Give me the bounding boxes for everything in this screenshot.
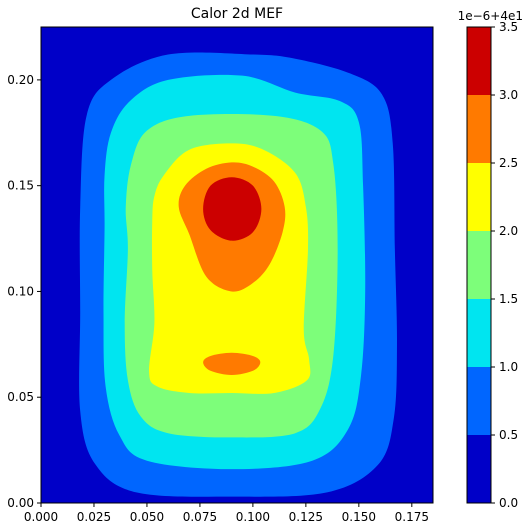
x-tick-label: 0.125: [289, 510, 323, 524]
colorbar-tick-label: 3.0: [499, 88, 518, 102]
colorbar: 0.0 0.5 1.0 1.5 2.0 2.5 3.0 3.5: [466, 20, 518, 510]
plot-frame: [40, 26, 434, 504]
colorbar-offset-label: 1e−6+4e1: [458, 9, 523, 23]
x-tick-label: 0.075: [183, 510, 217, 524]
contour-band-2.5-3: [203, 352, 261, 376]
x-tick-label: 0.100: [236, 510, 270, 524]
contour-bands: [41, 27, 433, 503]
colorbar-swatch: [467, 299, 491, 367]
y-tick-label: 0.20: [7, 73, 34, 87]
y-tick-label: 0.05: [7, 390, 34, 404]
colorbar-swatch: [467, 367, 491, 435]
colorbar-tick-label: 1.5: [499, 292, 518, 306]
colorbar-tick-label: 0.5: [499, 428, 518, 442]
x-tick-label: 0.150: [342, 510, 376, 524]
x-tick-label: 0.175: [395, 510, 429, 524]
colorbar-swatch: [467, 27, 491, 95]
colorbar-tick-label: 2.5: [499, 156, 518, 170]
colorbar-swatch: [467, 435, 491, 503]
colorbar-tick-label: 2.0: [499, 224, 518, 238]
x-tick-label: 0.050: [130, 510, 164, 524]
x-tick-label: 0.025: [77, 510, 111, 524]
y-tick-label: 0.00: [7, 496, 34, 510]
x-tick-label: 0.000: [24, 510, 58, 524]
x-axis: 0.000 0.025 0.050 0.075 0.100 0.125 0.150 0.175: [24, 503, 429, 524]
colorbar-swatch: [467, 163, 491, 231]
colorbar-tick-label: 1.0: [499, 360, 518, 374]
contour-band-3-3.5: [203, 177, 262, 241]
y-tick-label: 0.15: [7, 179, 34, 193]
chart-title: Calor 2d MEF: [191, 6, 283, 22]
colorbar-swatch: [467, 231, 491, 299]
colorbar-frame: [466, 26, 492, 504]
colorbar-swatch: [467, 95, 491, 163]
colorbar-tick-label: 0.0: [499, 496, 518, 510]
y-axis: 0.00 0.05 0.10 0.15 0.20: [7, 73, 41, 510]
y-tick-label: 0.10: [7, 284, 34, 298]
colorbar-tick-label: 3.5: [499, 20, 518, 34]
